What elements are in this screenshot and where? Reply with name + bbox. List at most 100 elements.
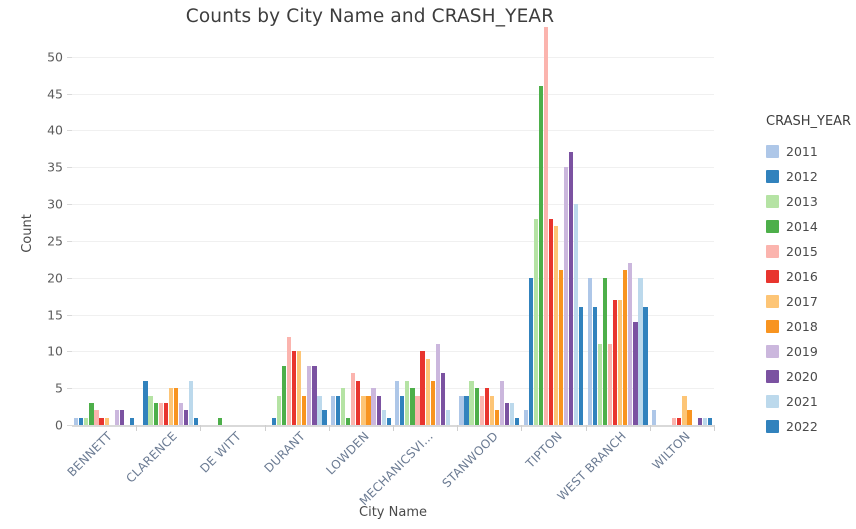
bar[interactable] (618, 299, 623, 425)
bar[interactable] (677, 417, 682, 425)
bar[interactable] (623, 270, 628, 425)
bar[interactable] (194, 417, 199, 425)
bar[interactable] (633, 321, 638, 425)
bar[interactable] (312, 366, 317, 425)
bar[interactable] (307, 366, 312, 425)
bar[interactable] (271, 417, 276, 425)
bar[interactable] (672, 417, 677, 425)
bar[interactable] (687, 410, 692, 425)
bar[interactable] (217, 417, 222, 425)
legend-item-2016[interactable]: 2016 (766, 264, 856, 289)
bar[interactable] (628, 262, 633, 425)
bar[interactable] (178, 402, 184, 425)
bar[interactable] (515, 417, 520, 425)
bar[interactable] (89, 402, 94, 425)
bar[interactable] (356, 380, 361, 425)
bar[interactable] (430, 380, 435, 425)
bar[interactable] (533, 218, 538, 425)
bar[interactable] (366, 395, 371, 425)
bar[interactable] (579, 307, 584, 425)
bar[interactable] (415, 395, 420, 425)
bar[interactable] (79, 417, 84, 425)
bar[interactable] (302, 395, 307, 425)
bar[interactable] (104, 417, 109, 425)
bar[interactable] (592, 307, 597, 425)
bar[interactable] (346, 417, 351, 425)
bar[interactable] (114, 410, 119, 425)
bar[interactable] (435, 343, 440, 425)
bar[interactable] (188, 380, 194, 425)
legend-item-2014[interactable]: 2014 (766, 214, 856, 239)
bar[interactable] (543, 27, 548, 425)
legend-item-2011[interactable]: 2011 (766, 139, 856, 164)
bar[interactable] (523, 410, 528, 425)
bar[interactable] (464, 395, 469, 425)
bar[interactable] (292, 351, 297, 425)
bar[interactable] (638, 277, 643, 425)
bar[interactable] (509, 402, 515, 425)
legend-item-2017[interactable]: 2017 (766, 289, 856, 314)
bar[interactable] (474, 388, 479, 425)
bar[interactable] (168, 388, 173, 425)
bar[interactable] (597, 343, 603, 425)
bar[interactable] (410, 388, 415, 425)
bar[interactable] (94, 410, 99, 425)
bar[interactable] (682, 395, 687, 425)
bar[interactable] (371, 388, 376, 425)
bar[interactable] (420, 351, 425, 425)
bar[interactable] (330, 395, 336, 425)
bar[interactable] (400, 395, 405, 425)
bar[interactable] (336, 395, 341, 425)
bar[interactable] (528, 277, 533, 425)
legend-item-2013[interactable]: 2013 (766, 189, 856, 214)
legend-item-2018[interactable]: 2018 (766, 314, 856, 339)
bar[interactable] (381, 410, 386, 425)
bar[interactable] (322, 410, 327, 425)
bar[interactable] (504, 402, 510, 425)
bar[interactable] (99, 417, 104, 425)
bar[interactable] (158, 402, 163, 425)
bar[interactable] (153, 402, 158, 425)
bar[interactable] (148, 395, 153, 425)
bar[interactable] (613, 299, 618, 425)
bar[interactable] (74, 417, 79, 425)
legend-item-2015[interactable]: 2015 (766, 239, 856, 264)
bar[interactable] (469, 380, 474, 425)
bar[interactable] (489, 395, 494, 425)
bar[interactable] (129, 417, 135, 425)
bar[interactable] (173, 388, 178, 425)
legend-item-2022[interactable]: 2022 (766, 414, 856, 439)
bar[interactable] (494, 410, 499, 425)
bar[interactable] (84, 417, 89, 425)
bar[interactable] (587, 277, 592, 425)
bar[interactable] (287, 336, 292, 425)
bar[interactable] (361, 395, 366, 425)
bar[interactable] (702, 417, 707, 425)
bar[interactable] (386, 417, 391, 425)
bar[interactable] (697, 417, 702, 425)
bar[interactable] (276, 395, 282, 425)
bar[interactable] (351, 373, 356, 425)
bar[interactable] (297, 351, 302, 425)
bar[interactable] (564, 167, 569, 425)
bar[interactable] (317, 395, 322, 425)
bar[interactable] (569, 152, 574, 425)
bar[interactable] (484, 388, 489, 425)
bar[interactable] (538, 86, 543, 425)
bar[interactable] (608, 343, 613, 425)
legend-item-2012[interactable]: 2012 (766, 164, 856, 189)
bar[interactable] (440, 373, 445, 425)
bar[interactable] (553, 226, 559, 425)
bar[interactable] (643, 307, 648, 425)
bar[interactable] (281, 366, 287, 425)
bar[interactable] (425, 358, 430, 425)
bar[interactable] (445, 410, 450, 425)
bar[interactable] (405, 380, 410, 425)
legend-item-2019[interactable]: 2019 (766, 339, 856, 364)
bar[interactable] (574, 204, 579, 425)
bar[interactable] (163, 402, 168, 425)
legend-item-2020[interactable]: 2020 (766, 364, 856, 389)
bar[interactable] (143, 380, 148, 425)
bar[interactable] (459, 395, 464, 425)
bar[interactable] (119, 410, 124, 425)
